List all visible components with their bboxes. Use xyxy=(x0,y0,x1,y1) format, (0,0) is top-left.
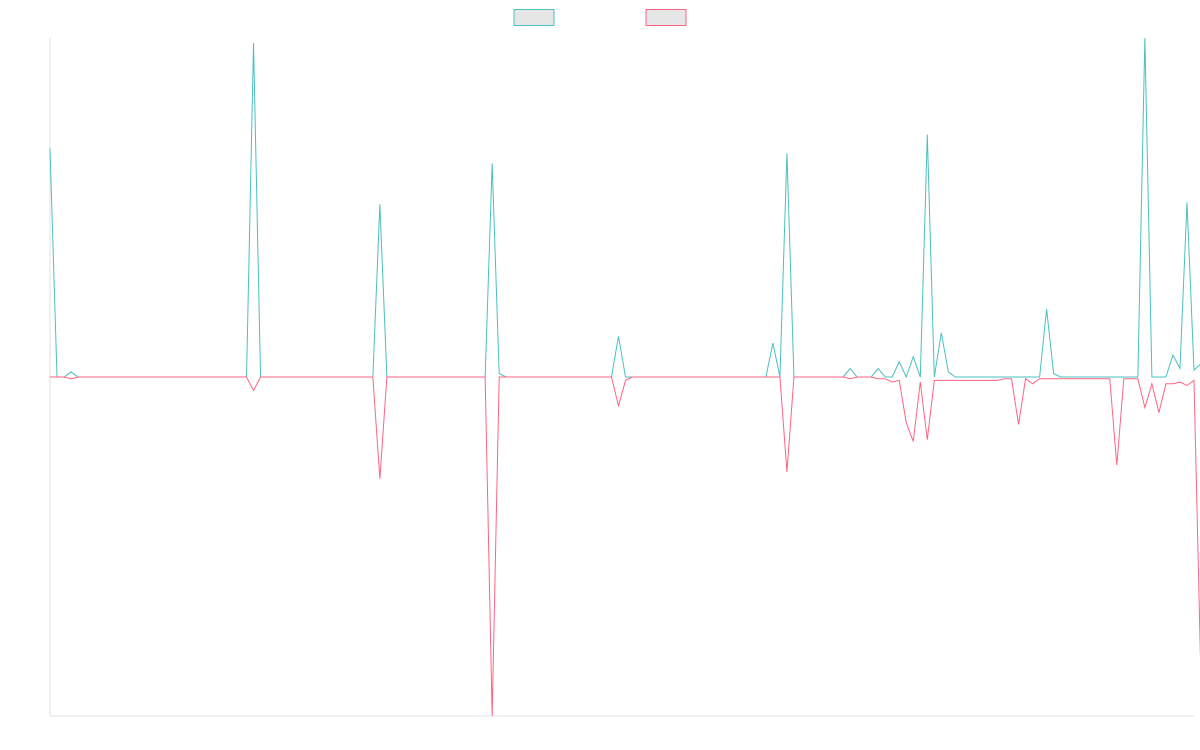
legend-swatch-2 xyxy=(645,9,687,26)
series-layer xyxy=(49,37,1200,717)
legend-item-1[interactable] xyxy=(513,9,555,26)
legend xyxy=(513,9,687,26)
legend-swatch-1 xyxy=(513,9,555,26)
series-line-1 xyxy=(49,37,1200,379)
legend-item-2[interactable] xyxy=(645,9,687,26)
series-line-2 xyxy=(50,376,1200,717)
